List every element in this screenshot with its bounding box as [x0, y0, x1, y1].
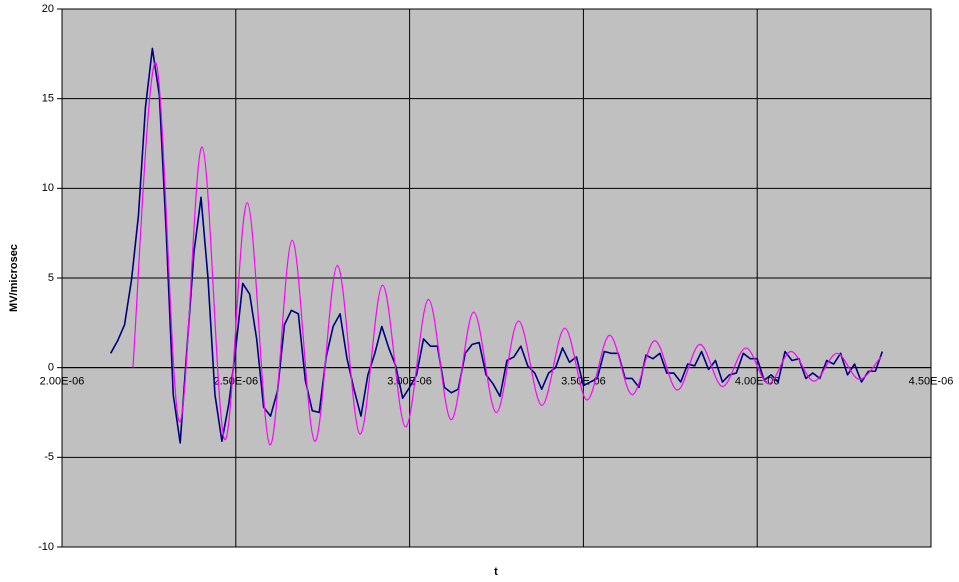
y-tick-label: 10: [42, 182, 54, 194]
y-tick-label: -5: [44, 451, 54, 463]
series-line: [132, 62, 882, 446]
y-tick-label: 5: [48, 272, 54, 284]
y-tick-label: 15: [42, 93, 54, 105]
x-axis-title: t: [494, 566, 498, 578]
y-tick-label: -10: [38, 541, 54, 553]
x-tick-label: 2.00E-06: [40, 376, 85, 388]
y-tick-label: 0: [48, 362, 54, 374]
y-axis-title: MV/microsec: [8, 244, 20, 312]
x-tick-label: 4.50E-06: [909, 376, 954, 388]
x-tick-label: 2.50E-06: [213, 376, 258, 388]
y-tick-label: 20: [42, 3, 54, 15]
x-tick-label: 4.00E-06: [735, 376, 780, 388]
